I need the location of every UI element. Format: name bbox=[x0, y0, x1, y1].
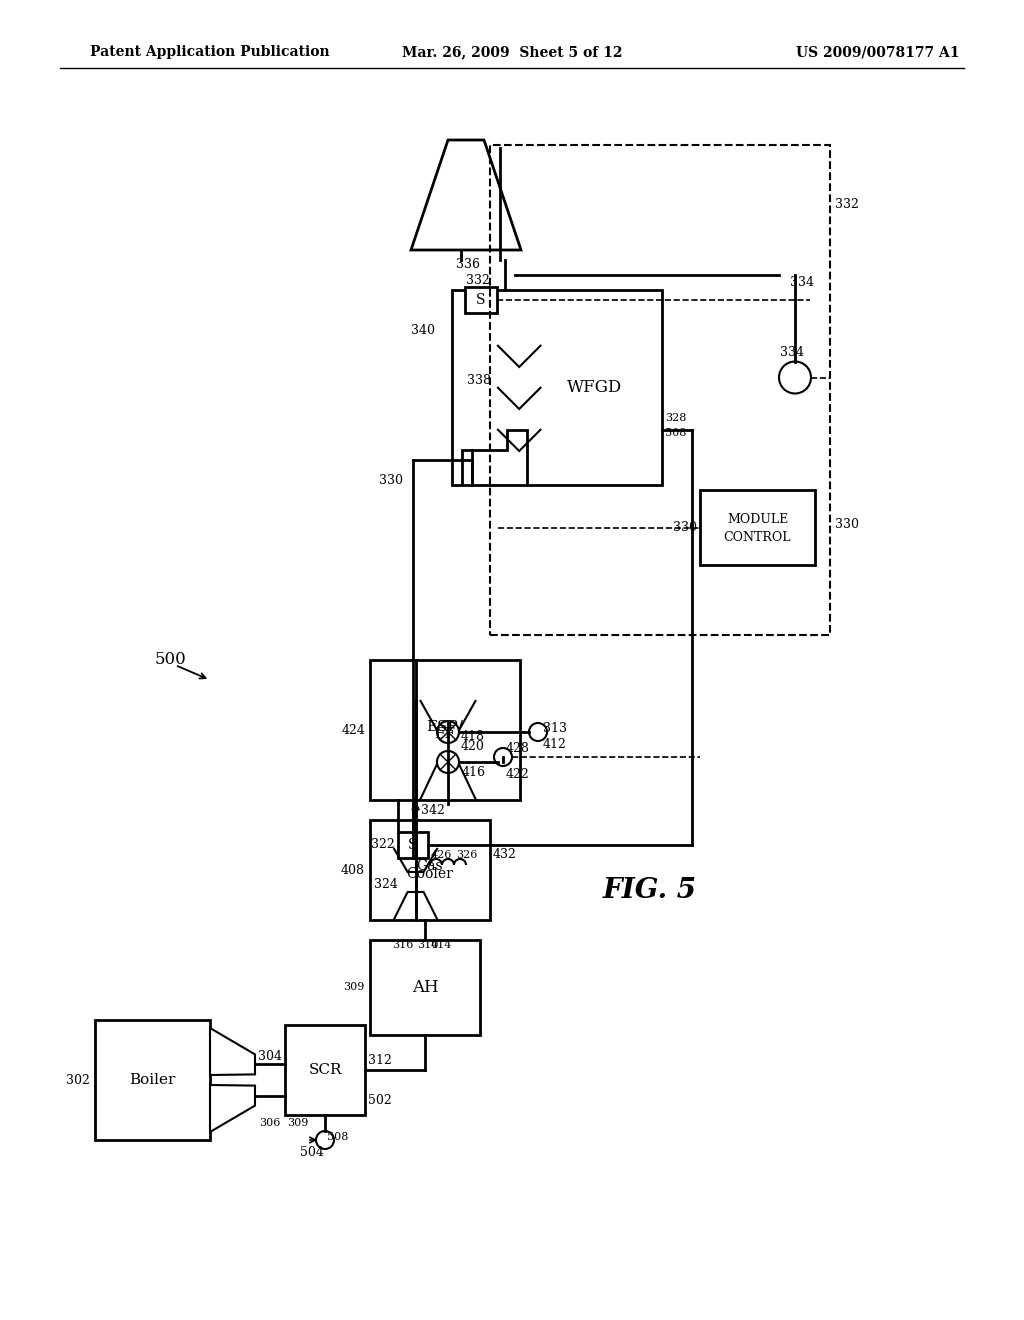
Text: 424: 424 bbox=[341, 723, 365, 737]
Text: SCR: SCR bbox=[308, 1063, 342, 1077]
Circle shape bbox=[437, 721, 459, 743]
Circle shape bbox=[529, 723, 547, 741]
Circle shape bbox=[779, 362, 811, 393]
FancyBboxPatch shape bbox=[700, 490, 815, 565]
Text: Cooler: Cooler bbox=[407, 867, 454, 880]
Polygon shape bbox=[411, 140, 521, 249]
FancyBboxPatch shape bbox=[370, 820, 490, 920]
Text: 313: 313 bbox=[543, 722, 567, 735]
FancyBboxPatch shape bbox=[452, 290, 662, 484]
Text: S: S bbox=[409, 838, 418, 851]
Text: Patent Application Publication: Patent Application Publication bbox=[90, 45, 330, 59]
FancyBboxPatch shape bbox=[95, 1020, 210, 1140]
Text: 306: 306 bbox=[259, 1118, 280, 1129]
Text: 428: 428 bbox=[506, 742, 529, 755]
FancyBboxPatch shape bbox=[370, 660, 520, 800]
Text: Mar. 26, 2009  Sheet 5 of 12: Mar. 26, 2009 Sheet 5 of 12 bbox=[401, 45, 623, 59]
Text: 426: 426 bbox=[431, 850, 453, 861]
Text: 416: 416 bbox=[462, 766, 486, 779]
Text: 500: 500 bbox=[155, 652, 186, 668]
Text: WFGD: WFGD bbox=[567, 379, 623, 396]
FancyBboxPatch shape bbox=[285, 1026, 365, 1115]
Text: 324: 324 bbox=[374, 879, 398, 891]
FancyBboxPatch shape bbox=[398, 832, 428, 858]
Circle shape bbox=[437, 751, 459, 774]
Text: 432: 432 bbox=[493, 849, 517, 862]
Text: 328: 328 bbox=[665, 413, 686, 422]
Text: 336: 336 bbox=[456, 259, 480, 272]
Text: 504: 504 bbox=[300, 1146, 324, 1159]
Text: 334: 334 bbox=[790, 276, 814, 289]
Text: Gas: Gas bbox=[417, 859, 443, 873]
Text: Boiler: Boiler bbox=[129, 1073, 176, 1086]
Text: 330: 330 bbox=[835, 519, 859, 532]
Text: FIG. 5: FIG. 5 bbox=[603, 876, 697, 903]
Polygon shape bbox=[210, 1085, 255, 1133]
Text: 422: 422 bbox=[506, 768, 529, 781]
Circle shape bbox=[316, 1131, 334, 1148]
FancyBboxPatch shape bbox=[370, 940, 480, 1035]
Text: FF: FF bbox=[434, 727, 456, 741]
Text: ESP/: ESP/ bbox=[427, 719, 464, 733]
Text: 304: 304 bbox=[258, 1049, 282, 1063]
Text: 330: 330 bbox=[379, 474, 403, 487]
Text: 334: 334 bbox=[780, 346, 804, 359]
Text: 330: 330 bbox=[673, 521, 697, 535]
Text: 508: 508 bbox=[665, 428, 686, 438]
Text: 508: 508 bbox=[327, 1133, 348, 1142]
Text: AH: AH bbox=[412, 979, 438, 997]
FancyBboxPatch shape bbox=[465, 286, 497, 313]
Text: US 2009/0078177 A1: US 2009/0078177 A1 bbox=[797, 45, 961, 59]
Text: 322: 322 bbox=[372, 838, 395, 851]
Circle shape bbox=[494, 748, 512, 766]
Text: 326: 326 bbox=[456, 850, 477, 861]
Text: 338: 338 bbox=[467, 374, 492, 387]
Text: 412: 412 bbox=[543, 738, 567, 751]
Text: 340: 340 bbox=[411, 323, 435, 337]
Text: MODULE: MODULE bbox=[727, 513, 788, 525]
Text: 309: 309 bbox=[287, 1118, 308, 1129]
Text: 316: 316 bbox=[392, 940, 414, 950]
Text: 302: 302 bbox=[67, 1073, 90, 1086]
Text: 418: 418 bbox=[461, 730, 485, 743]
Text: 312: 312 bbox=[368, 1053, 392, 1067]
Text: 310: 310 bbox=[418, 940, 439, 950]
Text: 332: 332 bbox=[835, 198, 859, 211]
Text: CONTROL: CONTROL bbox=[724, 531, 792, 544]
Text: 309: 309 bbox=[344, 982, 365, 993]
Text: 332: 332 bbox=[466, 273, 489, 286]
Text: 414: 414 bbox=[431, 940, 452, 950]
Text: 342: 342 bbox=[421, 804, 444, 817]
Text: 420: 420 bbox=[461, 741, 485, 754]
Text: 408: 408 bbox=[341, 863, 365, 876]
Text: 502: 502 bbox=[368, 1093, 392, 1106]
Polygon shape bbox=[210, 1028, 255, 1074]
Text: S: S bbox=[476, 293, 485, 308]
